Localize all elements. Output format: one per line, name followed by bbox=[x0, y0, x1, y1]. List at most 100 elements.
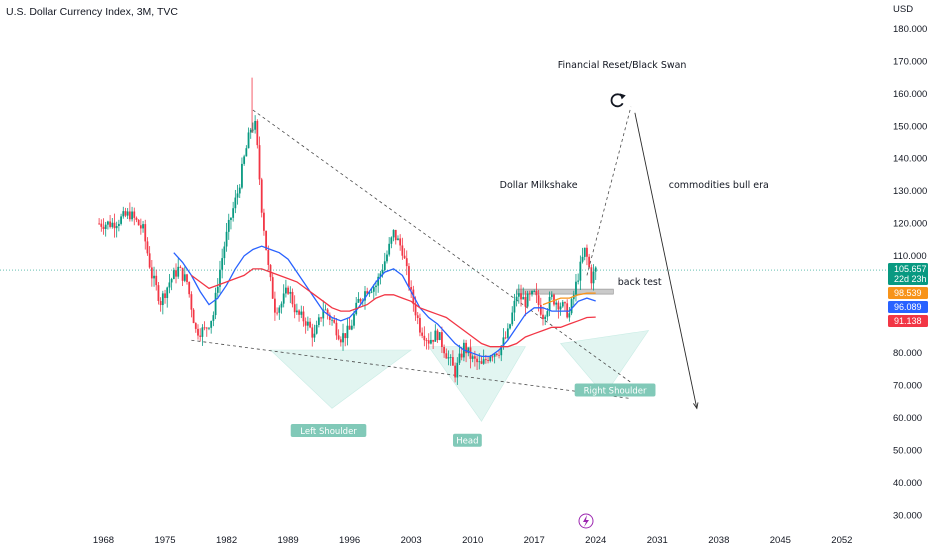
projection-lines bbox=[586, 93, 699, 410]
moving-averages bbox=[173, 245, 596, 358]
candle-body bbox=[397, 238, 399, 241]
candle-body bbox=[447, 357, 450, 359]
y-tick-label: 40.000 bbox=[893, 478, 922, 489]
candle-body bbox=[465, 342, 467, 354]
candle-body bbox=[454, 365, 456, 378]
candle-body bbox=[333, 319, 336, 323]
chart-title: U.S. Dollar Currency Index, 3M, TVC bbox=[6, 6, 178, 18]
candle-body bbox=[236, 193, 239, 198]
y-tick-label: 130.000 bbox=[893, 186, 927, 197]
candle-body bbox=[487, 360, 489, 361]
candle-body bbox=[322, 309, 325, 319]
candle-body bbox=[471, 356, 474, 359]
candle-body bbox=[170, 279, 173, 283]
candle-body bbox=[386, 254, 388, 262]
price-badge bbox=[888, 287, 928, 300]
candle-body bbox=[550, 294, 553, 297]
candle-body bbox=[577, 280, 580, 282]
candle-body bbox=[223, 246, 226, 259]
candle-body bbox=[370, 291, 373, 293]
candle-body bbox=[144, 224, 147, 242]
candle-body bbox=[192, 309, 195, 324]
candle-body bbox=[183, 274, 186, 281]
candle-body bbox=[295, 310, 298, 313]
candle-body bbox=[557, 302, 560, 310]
pattern-label-box bbox=[574, 383, 656, 397]
candle-body bbox=[504, 337, 507, 339]
moving-average-line bbox=[173, 245, 596, 358]
candle-body bbox=[357, 298, 360, 303]
candle-body bbox=[221, 258, 224, 270]
annotation-text: Financial Reset/Black Swan bbox=[558, 60, 687, 71]
candle-body bbox=[282, 293, 285, 304]
candle-body bbox=[265, 230, 268, 251]
y-axis[interactable]: 180.000 170.000 160.000 150.000 140.000 130.0… bbox=[893, 24, 927, 521]
candle-body bbox=[484, 359, 487, 361]
candle-body bbox=[177, 266, 180, 277]
pattern-label: Head bbox=[456, 437, 478, 447]
pattern-labels: Left Shoulder Head Right Shoulder bbox=[290, 383, 656, 447]
candle-body bbox=[317, 317, 320, 325]
candle-body bbox=[216, 286, 219, 293]
annotations: Financial Reset/Black Swan Dollar Milksha… bbox=[500, 60, 769, 288]
candle-body bbox=[126, 211, 129, 216]
candle-body bbox=[353, 314, 355, 326]
candle-body bbox=[553, 294, 555, 305]
candle-body bbox=[124, 211, 127, 216]
candle-body bbox=[252, 129, 254, 131]
candle-body bbox=[150, 267, 153, 279]
candle-body bbox=[542, 314, 544, 320]
candle-body bbox=[131, 211, 133, 220]
candle-body bbox=[430, 339, 432, 344]
candle-body bbox=[524, 297, 527, 307]
candle-body bbox=[342, 333, 344, 343]
candle-body bbox=[293, 304, 296, 313]
candle-body bbox=[375, 285, 377, 288]
candle-body bbox=[392, 229, 395, 238]
candle-body bbox=[98, 223, 101, 225]
candle-body bbox=[594, 267, 597, 272]
candle-body bbox=[509, 324, 511, 329]
candle-body bbox=[280, 303, 283, 308]
candle-body bbox=[403, 255, 406, 259]
annotation-text: commodities bull era bbox=[669, 180, 769, 191]
candle-body bbox=[276, 312, 279, 314]
x-tick-label: 2038 bbox=[708, 535, 729, 546]
candle-body bbox=[390, 237, 393, 244]
candle-body bbox=[500, 345, 503, 356]
candle-body bbox=[539, 304, 542, 315]
candle-body bbox=[208, 327, 210, 329]
candle-body bbox=[161, 293, 164, 306]
candle-body bbox=[230, 217, 232, 220]
candle-body bbox=[566, 303, 569, 318]
candle-body bbox=[533, 290, 536, 292]
candle-body bbox=[153, 275, 155, 279]
x-tick-label: 2024 bbox=[585, 535, 606, 546]
candle-body bbox=[364, 291, 366, 301]
candle-body bbox=[238, 187, 241, 194]
x-tick-label: 2003 bbox=[401, 535, 422, 546]
candle-body bbox=[243, 156, 246, 164]
price-badge bbox=[888, 263, 928, 286]
candle-body bbox=[469, 347, 472, 359]
candle-body bbox=[548, 296, 551, 312]
x-tick-label: 2045 bbox=[770, 535, 791, 546]
candle-body bbox=[104, 224, 107, 229]
candle-body bbox=[546, 311, 549, 317]
candle-body bbox=[410, 287, 413, 290]
candle-body bbox=[155, 275, 158, 286]
price-badge-value: 91.138 bbox=[894, 316, 922, 326]
candle-body bbox=[263, 212, 265, 231]
candle-body bbox=[366, 291, 369, 294]
candle-body bbox=[579, 261, 582, 281]
lightning-icon[interactable] bbox=[578, 513, 594, 529]
candle-body bbox=[344, 333, 347, 339]
candle-body bbox=[405, 258, 408, 267]
candle-body bbox=[489, 356, 492, 361]
candle-body bbox=[232, 208, 235, 218]
candle-body bbox=[117, 223, 120, 227]
candle-body bbox=[302, 311, 305, 322]
candle-body bbox=[535, 290, 538, 296]
candle-body bbox=[592, 271, 595, 284]
